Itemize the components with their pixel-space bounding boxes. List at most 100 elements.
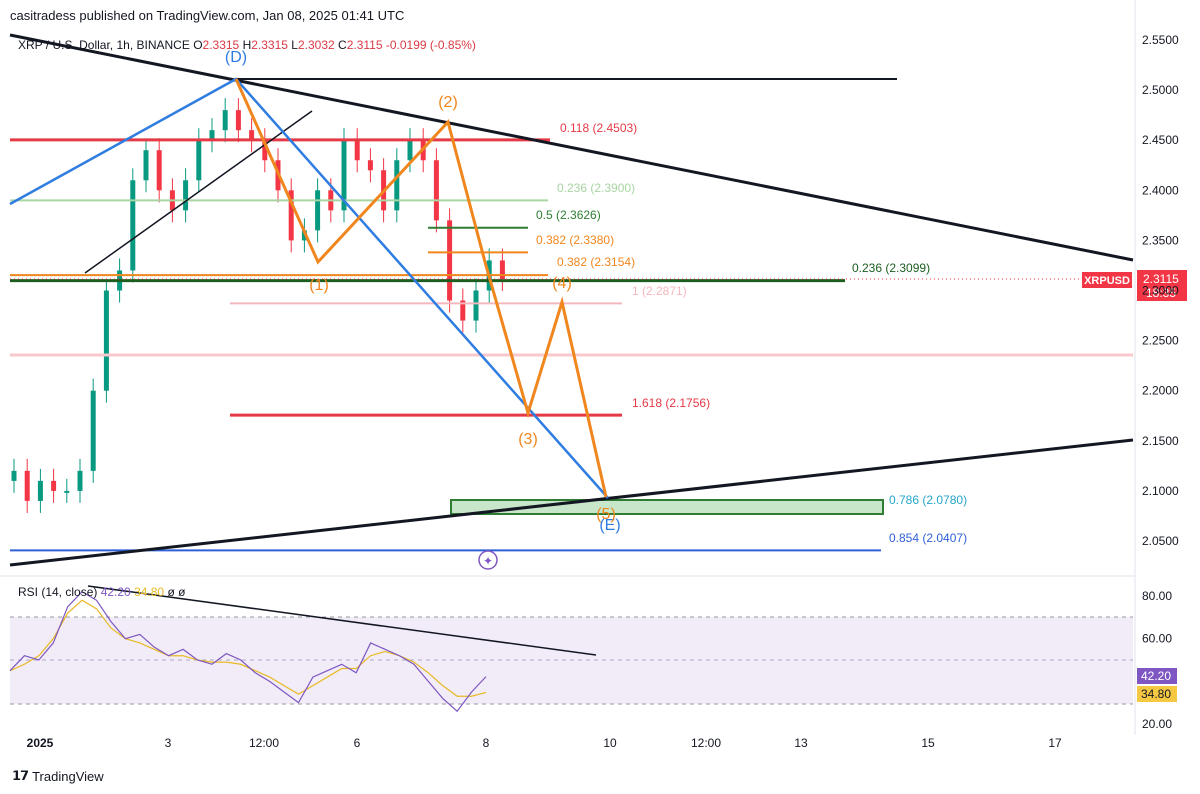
fib-level-label: 0.236 (2.3099) (852, 261, 930, 275)
rsi-ma-tag-value: 34.80 (1141, 687, 1171, 701)
price-tick-label: 2.3500 (1142, 233, 1179, 247)
rsi-ma-tag-bg (1137, 686, 1177, 702)
rsi-tag-bg (1137, 668, 1177, 684)
open-label: O (193, 38, 203, 52)
high-label: H (242, 38, 252, 52)
rsi-value: 42.20 (100, 585, 131, 599)
wave-label: (5) (596, 506, 616, 523)
candle-body (341, 140, 347, 211)
fib-level-label: 0.382 (2.3380) (536, 233, 614, 247)
candle-body (354, 140, 360, 161)
footer: 𝟭𝟳 TradingView (12, 768, 104, 784)
rsi-tick-label: 80.00 (1142, 589, 1172, 603)
change-value: -0.0199 (-0.85%) (385, 38, 476, 52)
time-tick-label: 15 (921, 736, 935, 750)
tradingview-logo-icon: 𝟭𝟳 (12, 768, 29, 783)
close-value: 2.3115 (346, 38, 383, 52)
wave-label: (E) (599, 517, 620, 534)
price-tick-label: 2.1000 (1142, 484, 1179, 498)
candle-body (51, 480, 57, 491)
candle-body (103, 290, 109, 391)
rsi-extra-1: ø (167, 585, 175, 599)
candle-body (394, 160, 400, 211)
candle-body (143, 150, 149, 181)
close-label: C (338, 38, 347, 52)
orange-wave-path (234, 78, 608, 498)
price-tick-label: 2.1500 (1142, 434, 1179, 448)
candle-body (315, 190, 321, 231)
time-tick-label: 12:00 (249, 736, 279, 750)
rsi-line (9, 590, 487, 713)
candle-body (460, 300, 466, 321)
price-tag-countdown: 18:35 (1146, 286, 1176, 300)
low-value: 2.3032 (297, 38, 335, 52)
time-tick-label: 13 (794, 736, 808, 750)
candle-body (64, 490, 70, 493)
candle-body (183, 180, 189, 211)
time-tick-label: 17 (1048, 736, 1062, 750)
candle-body (77, 470, 83, 491)
rsi-extra-2: ø (178, 585, 186, 599)
price-tag-value: 2.3115 (1143, 272, 1179, 286)
symbol-tag-bg (1082, 272, 1132, 288)
wave-label: (4) (552, 275, 572, 292)
target-zone-box (450, 499, 884, 515)
price-tick-label: 2.4000 (1142, 183, 1179, 197)
price-tick-label: 2.2500 (1142, 334, 1179, 348)
candle-body (407, 140, 413, 161)
inner-trendline (84, 110, 313, 274)
symbol-name: XRP / U.S. Dollar, 1h, BINANCE (18, 38, 190, 52)
fib-level-label: 1.618 (2.1756) (632, 396, 710, 410)
fib-level-label: 0.786 (2.0780) (889, 493, 967, 507)
rsi-ma-line (9, 599, 487, 697)
fib-level-label: 0.236 (2.3900) (557, 181, 635, 195)
candle-body (222, 110, 228, 131)
wave-label: (1) (309, 277, 329, 294)
time-tick-label: 6 (354, 736, 361, 750)
candle-body (288, 190, 294, 241)
price-tag-bg (1137, 270, 1187, 301)
rsi-title: RSI (14, close) 42.20 34.80 ø ø (18, 585, 185, 599)
rsi-tick-label: 20.00 (1142, 717, 1172, 731)
price-tick-label: 2.2000 (1142, 384, 1179, 398)
lower-trendline (9, 438, 1134, 567)
publisher-line: casitradess published on TradingView.com… (10, 8, 405, 23)
wave-label: (3) (518, 431, 538, 448)
fib-level-label: 1 (2.2871) (632, 284, 687, 298)
candle-body (367, 160, 373, 171)
fib-level-label: 0.118 (2.4503) (560, 121, 637, 135)
event-marker-icon[interactable] (478, 550, 498, 570)
rsi-tick-label: 60.00 (1142, 632, 1172, 646)
time-tick-label: 3 (165, 736, 172, 750)
time-tick-label: 12:00 (691, 736, 721, 750)
fib-level-label: 0.382 (2.3154) (557, 255, 635, 269)
time-tick-label: 2025 (27, 736, 54, 750)
candle-body (90, 390, 96, 471)
candle-body (24, 470, 30, 501)
candle-body (447, 220, 453, 301)
candle-body (156, 150, 162, 191)
event-marker-glyph: ✦ (483, 554, 493, 568)
candle-body (249, 130, 255, 141)
rsi-ma-value: 34.80 (134, 585, 165, 599)
candle-body (301, 230, 307, 241)
wave-label: (D) (225, 49, 247, 66)
candle-body (262, 140, 268, 161)
candle-body (196, 140, 202, 181)
candle-body (235, 110, 241, 131)
candle-body (433, 160, 439, 221)
price-tick-label: 2.5500 (1142, 33, 1179, 47)
price-tick-label: 2.5000 (1142, 83, 1179, 97)
candle-body (130, 180, 136, 271)
rsi-name: RSI (14, close) (18, 585, 98, 599)
footer-brand: TradingView (32, 768, 104, 784)
price-tick-label: 2.4500 (1142, 133, 1179, 147)
time-tick-label: 10 (603, 736, 617, 750)
candle-body (37, 480, 43, 501)
symbol-line: XRP / U.S. Dollar, 1h, BINANCE O2.3315 H… (18, 38, 476, 52)
wave-label: (2) (438, 94, 458, 111)
price-tick-label: 2.3000 (1142, 284, 1179, 298)
symbol-tag-text: XRPUSD (1084, 275, 1130, 287)
time-tick-label: 8 (483, 736, 490, 750)
candle-body (11, 470, 17, 481)
